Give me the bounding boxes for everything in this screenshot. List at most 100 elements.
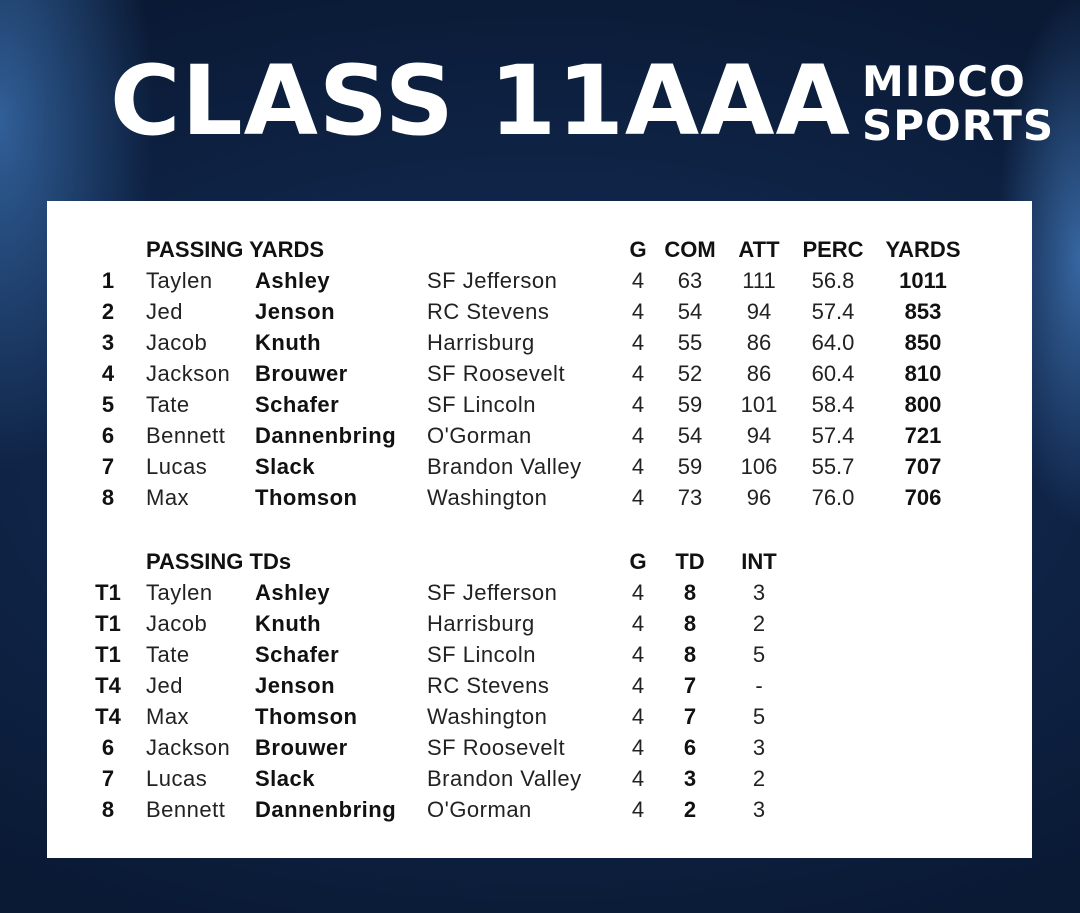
last-name: Knuth [255, 330, 322, 355]
attempts: 94 [746, 299, 772, 324]
attempts: 86 [746, 361, 772, 386]
col-header-att: ATT [738, 237, 780, 262]
school: O'Gorman [427, 423, 532, 448]
page-title: CLASS 11AAA [110, 45, 851, 157]
col-header-g: G [629, 237, 647, 262]
games: 4 [631, 454, 645, 479]
school: RC Stevens [427, 673, 550, 698]
rank: 3 [101, 330, 115, 355]
completions: 52 [677, 361, 703, 386]
games: 4 [631, 299, 645, 324]
brand-line-2: SPORTS [862, 101, 1055, 150]
last-name: Ashley [255, 580, 331, 605]
table-row: 1 Taylen Ashley SF Jefferson 4 63 111 56… [47, 265, 1032, 296]
school: O'Gorman [427, 797, 532, 822]
first-name: Lucas [146, 454, 208, 479]
first-name: Taylen [146, 268, 213, 293]
percentage: 64.0 [811, 330, 855, 355]
attempts: 94 [746, 423, 772, 448]
first-name: Max [146, 485, 190, 510]
interceptions: 2 [752, 766, 766, 791]
passing-tds-header: PASSING TDs G TD INT [47, 546, 1032, 577]
last-name: Slack [255, 766, 315, 791]
table-row: 8 Bennett Dannenbring O'Gorman 4 2 3 [47, 794, 1032, 825]
table-row: T1 Jacob Knuth Harrisburg 4 8 2 [47, 608, 1032, 639]
percentage: 60.4 [811, 361, 855, 386]
yards: 810 [904, 361, 942, 386]
touchdowns: 6 [683, 735, 697, 760]
last-name: Brouwer [255, 735, 348, 760]
brand-line-1: MIDCO [862, 57, 1026, 106]
table-row: 4 Jackson Brouwer SF Roosevelt 4 52 86 6… [47, 358, 1032, 389]
last-name: Jenson [255, 299, 336, 324]
rank: 2 [101, 299, 115, 324]
completions: 55 [677, 330, 703, 355]
completions: 54 [677, 299, 703, 324]
last-name: Dannenbring [255, 423, 397, 448]
first-name: Max [146, 704, 190, 729]
rank: 7 [101, 766, 115, 791]
games: 4 [631, 642, 645, 667]
yards: 706 [904, 485, 942, 510]
school: Harrisburg [427, 330, 535, 355]
stats-panel: PASSING YARDS G COM ATT PERC YARDS 1 Tay… [47, 201, 1032, 858]
rank: 4 [101, 361, 115, 386]
percentage: 76.0 [811, 485, 855, 510]
games: 4 [631, 797, 645, 822]
touchdowns: 3 [683, 766, 697, 791]
yards: 721 [904, 423, 942, 448]
school: Brandon Valley [427, 454, 582, 479]
interceptions: 5 [752, 704, 766, 729]
last-name: Ashley [255, 268, 331, 293]
games: 4 [631, 580, 645, 605]
school: SF Roosevelt [427, 361, 566, 386]
table-row: 7 Lucas Slack Brandon Valley 4 3 2 [47, 763, 1032, 794]
rank: 7 [101, 454, 115, 479]
touchdowns: 8 [683, 580, 697, 605]
school: SF Jefferson [427, 580, 558, 605]
interceptions: 2 [752, 611, 766, 636]
table-row: 6 Jackson Brouwer SF Roosevelt 4 6 3 [47, 732, 1032, 763]
rank: T4 [95, 704, 121, 729]
rank: T1 [95, 642, 121, 667]
games: 4 [631, 766, 645, 791]
table-row: 8 Max Thomson Washington 4 73 96 76.0 70… [47, 482, 1032, 513]
games: 4 [631, 673, 645, 698]
interceptions: 3 [752, 797, 766, 822]
first-name: Jed [146, 673, 183, 698]
table-row: 3 Jacob Knuth Harrisburg 4 55 86 64.0 85… [47, 327, 1032, 358]
first-name: Jacob [146, 330, 208, 355]
interceptions: - [755, 673, 763, 698]
last-name: Schafer [255, 642, 340, 667]
touchdowns: 2 [683, 797, 697, 822]
completions: 63 [677, 268, 703, 293]
attempts: 111 [742, 268, 776, 293]
yards: 707 [904, 454, 942, 479]
first-name: Jed [146, 299, 183, 324]
rank: 5 [101, 392, 115, 417]
last-name: Thomson [255, 485, 358, 510]
col-header-perc: PERC [802, 237, 864, 262]
col-header-int: INT [741, 549, 777, 574]
last-name: Jenson [255, 673, 336, 698]
school: SF Jefferson [427, 268, 558, 293]
interceptions: 5 [752, 642, 766, 667]
completions: 59 [677, 392, 703, 417]
touchdowns: 7 [683, 704, 697, 729]
rank: 8 [101, 485, 115, 510]
school: Washington [427, 704, 548, 729]
passing-yards-header: PASSING YARDS G COM ATT PERC YARDS [47, 234, 1032, 265]
completions: 73 [677, 485, 703, 510]
rank: T4 [95, 673, 121, 698]
col-header-g: G [629, 549, 647, 574]
games: 4 [631, 485, 645, 510]
attempts: 101 [740, 392, 778, 417]
table-row: 7 Lucas Slack Brandon Valley 4 59 106 55… [47, 451, 1032, 482]
interceptions: 3 [752, 580, 766, 605]
games: 4 [631, 361, 645, 386]
rank: 1 [101, 268, 115, 293]
school: Brandon Valley [427, 766, 582, 791]
games: 4 [631, 330, 645, 355]
yards: 1011 [899, 268, 947, 293]
rank: 6 [101, 423, 115, 448]
